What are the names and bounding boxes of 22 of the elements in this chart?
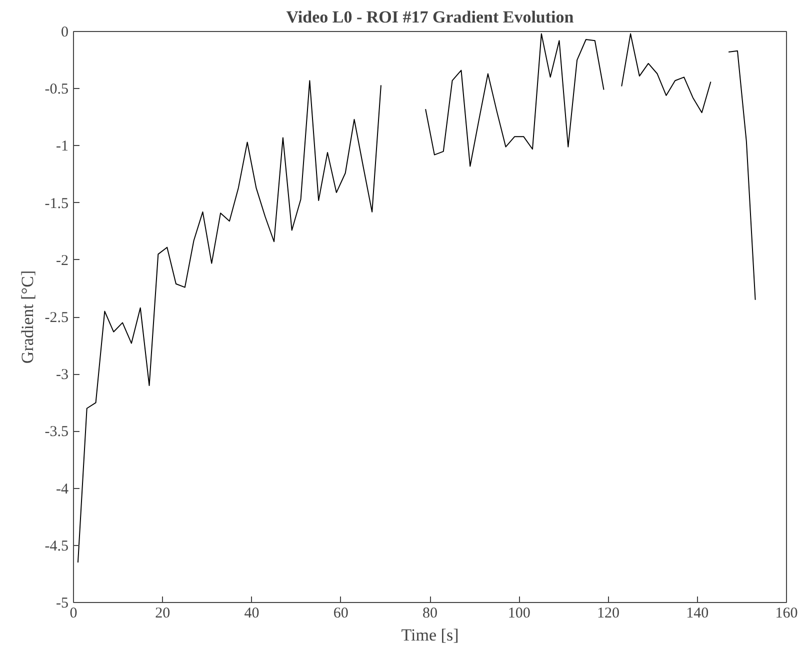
y-tick-label: -5 <box>56 596 69 612</box>
y-tick-label: -1 <box>56 138 69 155</box>
x-tick-label: 140 <box>686 606 709 622</box>
x-tick-label: 160 <box>775 606 798 622</box>
y-tick-label: -4 <box>56 481 69 498</box>
x-tick-label: 120 <box>597 606 620 622</box>
y-tick-label: -2 <box>56 252 69 269</box>
x-tick-label: 80 <box>422 606 438 622</box>
y-tick-label: -2.5 <box>44 310 69 326</box>
y-tick-label: -1.5 <box>44 196 69 212</box>
x-tick-label: 100 <box>508 606 530 622</box>
x-tick-label: 60 <box>333 606 348 622</box>
y-tick-label: 0 <box>61 24 68 40</box>
y-tick-label: -3.5 <box>44 424 69 440</box>
y-axis-title: Gradient [°C] <box>18 270 37 364</box>
chart-title: Video L0 - ROI #17 Gradient Evolution <box>286 8 574 26</box>
y-tick-label: -0.5 <box>44 82 69 98</box>
y-tick-label: -3 <box>56 367 69 384</box>
x-tick-label: 20 <box>155 606 170 622</box>
y-tick-label: -4.5 <box>44 538 69 554</box>
x-axis-title: Time [s] <box>401 626 459 644</box>
x-tick-label: 40 <box>244 606 260 622</box>
